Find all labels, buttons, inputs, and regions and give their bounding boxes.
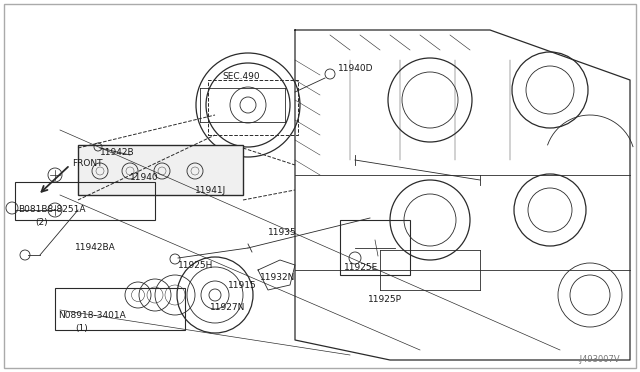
Text: B081B8-8251A: B081B8-8251A — [18, 205, 86, 214]
Text: 11941J: 11941J — [195, 186, 227, 195]
Text: 11942BA: 11942BA — [75, 244, 116, 253]
Text: (1): (1) — [75, 324, 88, 333]
Text: 11942B: 11942B — [100, 148, 134, 157]
Text: 11925H: 11925H — [178, 260, 213, 269]
Text: FRONT: FRONT — [72, 158, 102, 167]
Text: 11932N: 11932N — [260, 273, 296, 282]
Bar — [208, 80, 298, 135]
Text: 11927N: 11927N — [210, 304, 245, 312]
Text: 11925E: 11925E — [344, 263, 378, 273]
Bar — [15, 182, 155, 220]
Text: 11940D: 11940D — [338, 64, 374, 73]
Bar — [78, 145, 243, 195]
Text: 11935: 11935 — [268, 228, 297, 237]
Text: N08918-3401A: N08918-3401A — [58, 311, 125, 321]
Bar — [340, 220, 410, 275]
Bar — [55, 288, 185, 330]
Text: 11925P: 11925P — [368, 295, 402, 305]
Text: .J493007V: .J493007V — [577, 355, 620, 364]
Text: 11915: 11915 — [228, 280, 257, 289]
Text: (2): (2) — [35, 218, 47, 227]
Text: 11940: 11940 — [130, 173, 159, 182]
Text: SEC.490: SEC.490 — [222, 71, 260, 80]
